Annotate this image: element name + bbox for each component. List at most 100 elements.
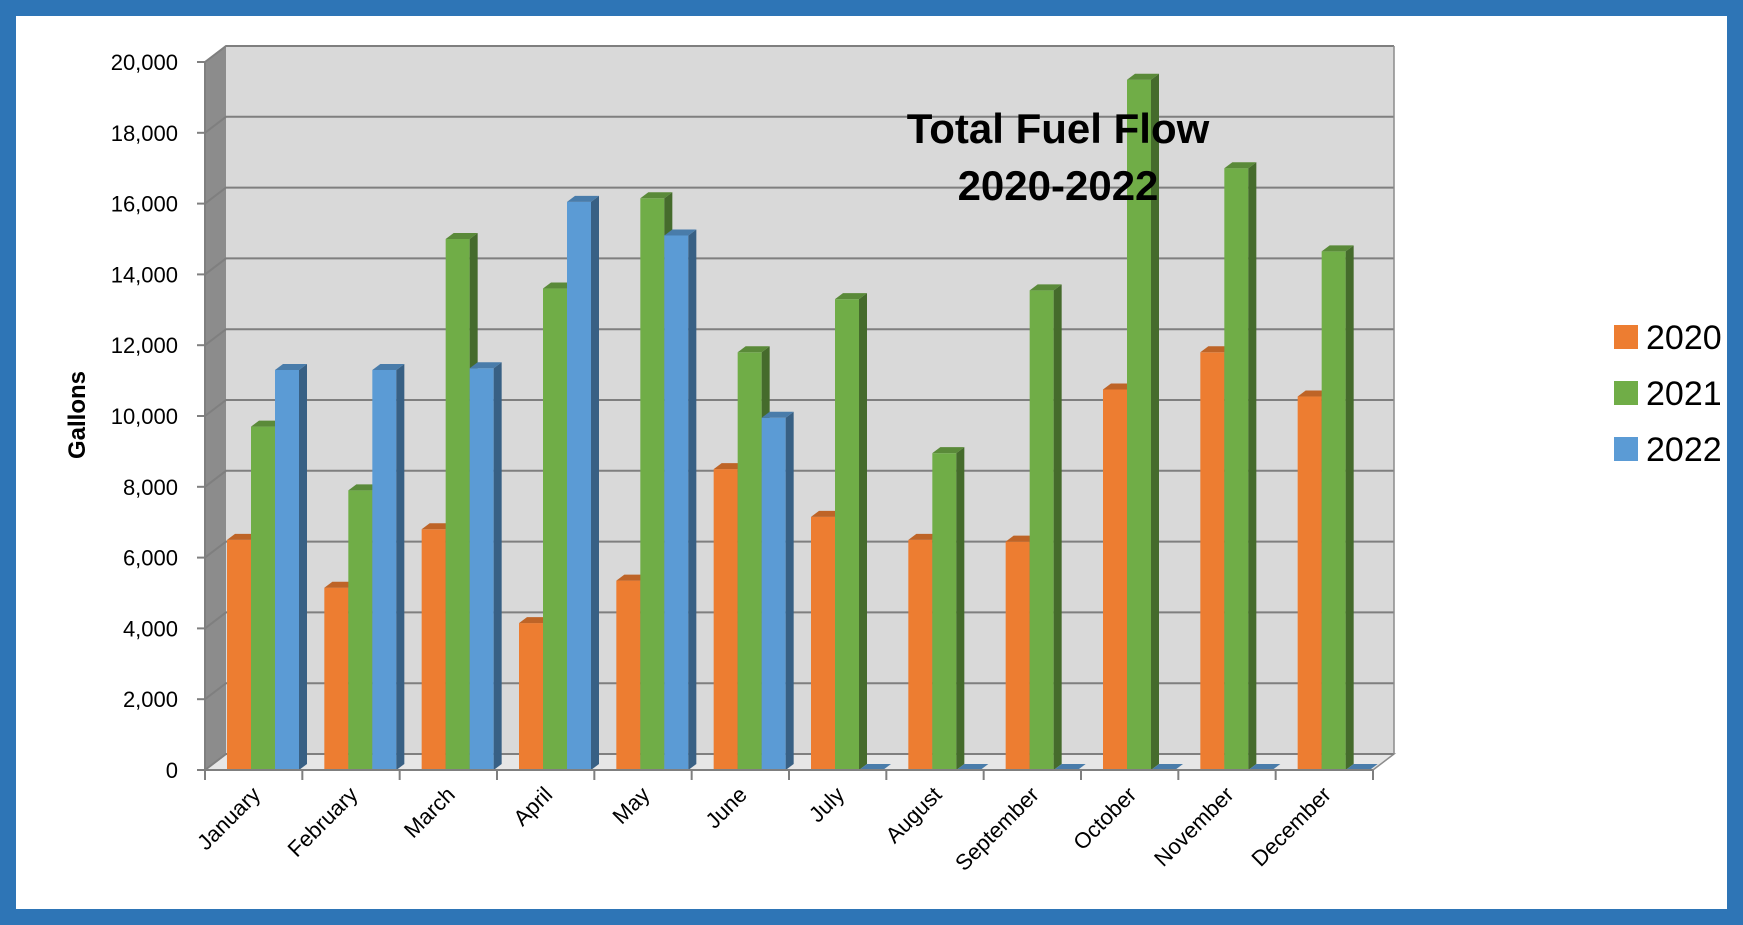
bar-front <box>348 490 373 770</box>
x-tick-label: November <box>1149 782 1238 871</box>
bar-2022-march <box>469 362 502 770</box>
bar-top <box>835 293 867 300</box>
bar-front <box>567 201 591 770</box>
bar-front <box>1127 79 1151 770</box>
legend-label: 2020 <box>1646 319 1722 357</box>
bar-front <box>811 516 835 770</box>
bar-front <box>227 539 251 770</box>
bar-2021-august <box>932 447 965 770</box>
bar-side <box>1248 162 1257 770</box>
bar-2022-february <box>372 363 405 770</box>
bar-2022-may <box>664 229 697 770</box>
bar-top <box>1029 284 1062 291</box>
legend-swatch <box>1614 325 1638 349</box>
bar-2022-november <box>1248 764 1281 770</box>
x-tick-label: January <box>192 782 265 855</box>
gridline <box>204 45 1394 63</box>
y-tick-label: 2,000 <box>123 687 178 712</box>
bar-side <box>859 293 867 770</box>
bar-side <box>785 411 794 770</box>
bar-side <box>956 447 965 770</box>
bar-front <box>1103 389 1127 770</box>
y-tick-label: 16,000 <box>111 192 178 217</box>
bar-2022-january <box>275 363 307 770</box>
bar-top <box>1345 764 1378 770</box>
y-tick-label: 20,000 <box>111 50 178 75</box>
y-tick-label: 14,000 <box>111 262 178 287</box>
bar-top <box>1151 764 1183 770</box>
gridline <box>204 469 1394 488</box>
x-tick-label: July <box>804 782 849 827</box>
bar-top <box>1053 764 1086 770</box>
bar-2022-june <box>761 411 794 770</box>
bar-top <box>1127 73 1159 80</box>
bar-top <box>640 192 673 199</box>
bar-front <box>761 417 786 770</box>
y-tick-label: 4,000 <box>123 616 178 641</box>
bar-front <box>908 539 933 770</box>
x-tick-label: June <box>700 782 751 833</box>
bar-front <box>372 369 397 770</box>
legend-swatch <box>1614 381 1638 405</box>
gridlines <box>204 45 1395 771</box>
bar-front <box>1029 290 1054 770</box>
bar-2022-august <box>956 764 989 770</box>
bar-front <box>1321 251 1346 770</box>
legend-item-2021: 2021 <box>1614 375 1722 413</box>
bar-2022-october <box>1151 764 1183 770</box>
bar-front <box>1224 168 1249 770</box>
bar-side <box>1345 245 1354 770</box>
chart-title: Total Fuel Flow <box>907 105 1210 152</box>
bar-2022-december <box>1345 764 1378 770</box>
legend: 2020 2021 2022 <box>1614 319 1722 469</box>
gridline <box>204 399 1394 417</box>
bar-front <box>543 288 567 770</box>
bar-2021-september <box>1029 284 1062 770</box>
x-tick-label: December <box>1246 782 1335 871</box>
bar-side <box>396 363 405 770</box>
bar-side <box>688 229 697 770</box>
bar-side <box>591 195 599 770</box>
bar-side <box>1053 284 1062 770</box>
x-tick-label: February <box>283 782 363 862</box>
bar-front <box>616 580 641 770</box>
legend-item-2022: 2022 <box>1614 431 1722 469</box>
bar-top <box>932 447 965 454</box>
bar-2022-april <box>567 195 599 770</box>
y-tick-label: 8,000 <box>123 475 178 500</box>
bar-front <box>1297 396 1322 770</box>
y-tick-label: 12,000 <box>111 333 178 358</box>
legend-swatch <box>1614 437 1638 461</box>
bar-top <box>445 233 478 239</box>
bar-side <box>493 362 502 770</box>
bar-front <box>519 623 543 770</box>
x-tick-label: August <box>880 782 946 848</box>
y-tick-labels: 0 2,000 4,000 6,000 8,000 10,000 12,000 14,000 1… <box>111 50 178 783</box>
legend-label: 2022 <box>1646 431 1722 469</box>
gridline <box>204 611 1394 630</box>
bar-front <box>324 587 349 770</box>
bar-top <box>1248 764 1281 770</box>
bar-front <box>835 299 859 770</box>
x-tick-label: March <box>399 782 460 843</box>
bar-top <box>664 229 697 236</box>
bar-top <box>275 363 307 370</box>
gridline <box>204 257 1394 276</box>
bar-top <box>859 764 891 770</box>
bar-front <box>1200 352 1225 770</box>
bar-2021-november <box>1224 162 1257 770</box>
bar-front <box>275 369 299 770</box>
bar-front <box>445 239 470 770</box>
bar-front <box>469 368 494 770</box>
bar-top <box>372 363 405 370</box>
bar-front <box>664 235 689 770</box>
y-axis-title: Gallons <box>64 371 91 459</box>
legend-label: 2021 <box>1646 375 1722 413</box>
gridline <box>204 186 1394 205</box>
bar-2022-september <box>1053 764 1086 770</box>
x-tick-label: April <box>508 782 557 831</box>
x-tick-label: October <box>1068 782 1141 855</box>
bar-front <box>737 352 762 770</box>
axes <box>197 61 1374 780</box>
legend-item-2020: 2020 <box>1614 319 1722 357</box>
